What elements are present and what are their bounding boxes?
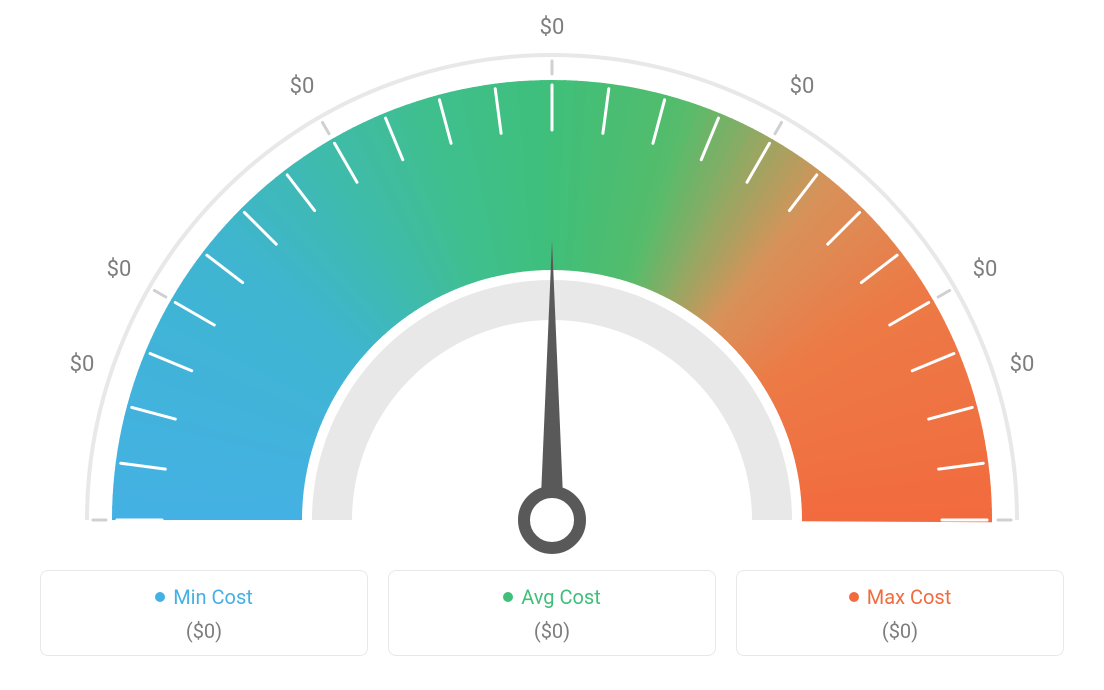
legend-row: Min Cost ($0) Avg Cost ($0) Max Cost ($0) [0,570,1104,656]
gauge-tick-label: $0 [107,257,132,282]
gauge-tick-label: $0 [540,15,565,40]
legend-dot-icon [849,592,859,602]
legend-value: ($0) [399,619,705,643]
legend-value: ($0) [51,619,357,643]
legend-title: Avg Cost [503,585,601,609]
gauge-tick-label: $0 [790,74,815,99]
gauge-cost-widget: $0$0$0$0$0$0$0 Min Cost($0)Avg Cost($0)M… [0,0,1104,690]
gauge-tick-label: $0 [973,257,998,282]
gauge-tick-label: $0 [1010,352,1035,377]
legend-card: Min Cost ($0) [40,570,368,656]
gauge-chart: $0 $0 $0 $0 $0 $0 $0 [0,0,1104,570]
legend-card: Max Cost ($0) [736,570,1064,656]
gauge-tick-label: $0 [70,352,95,377]
legend-title: Max Cost [849,585,952,609]
legend-value: ($0) [747,619,1053,643]
legend-title-text: Avg Cost [521,585,601,609]
gauge-tick-label: $0 [290,74,315,99]
gauge-svg: $0 $0 $0 $0 $0 $0 $0 [0,0,1104,570]
legend-title-text: Min Cost [173,585,253,609]
legend-dot-icon [503,592,513,602]
legend-card: Avg Cost ($0) [388,570,716,656]
legend-title: Min Cost [155,585,253,609]
legend-title-text: Max Cost [867,585,952,609]
legend-dot-icon [155,592,165,602]
